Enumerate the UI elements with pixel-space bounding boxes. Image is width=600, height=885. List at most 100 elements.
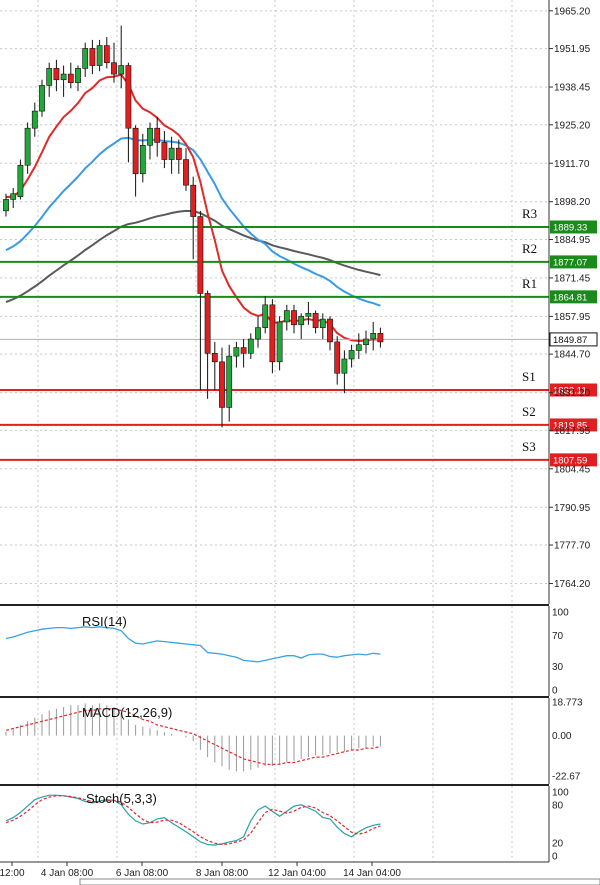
candle-body [348,350,355,360]
current-price-box [549,332,598,347]
candle-body [341,358,348,374]
candle-body [190,184,197,217]
candle-body [111,62,117,75]
candle-body [75,68,81,83]
candle-body [262,304,269,328]
candle-body [154,127,161,143]
candle-body [276,321,283,363]
candle-body [283,310,290,323]
level-price-box [550,255,597,269]
candle-body [240,347,247,354]
level-price-text: 1889.33 [553,222,587,233]
candle-body [175,147,182,160]
level-price-text: 1832.11 [553,386,587,397]
level-label-s3: S3 [522,439,536,454]
level-price-box [550,220,597,234]
level-price-box [550,453,597,467]
candle-body [291,310,297,326]
candle-body [305,313,312,317]
macd-histogram [5,703,381,772]
candle-body [233,347,240,357]
macd-tick-label: -22.67 [552,772,581,783]
candle-body [161,142,168,160]
price-tick-label: 1831.20 [554,388,591,399]
price-tick-label: 1951.95 [554,44,591,55]
candle-body [125,65,132,129]
time-tick-label: 6 Jan 08:00 [116,868,169,879]
candle-body [204,293,211,354]
rsi-label: RSI(14) [82,614,127,629]
stoch-tick-label: 80 [552,800,564,811]
candle-body [377,333,384,343]
level-label-r2: R2 [522,241,537,256]
level-price-box [550,290,597,304]
price-tick-label: 1871.45 [554,273,591,284]
panel-frames [0,604,550,862]
candle-body [226,355,233,408]
level-label-r3: R3 [522,206,537,221]
candle-body [327,318,333,343]
candle-body [355,344,362,351]
candle-body [132,127,139,175]
rsi-tick-label: 100 [552,608,569,619]
rsi-tick-label: 70 [552,631,564,642]
scrollbar-track [79,878,600,885]
candle-body [3,199,9,212]
ma-mid-line [5,136,381,307]
candle-body [24,127,31,166]
candle-body [82,48,89,69]
candle-body [60,73,67,81]
candle-body [39,85,45,112]
price-tick-label: 1938.45 [554,83,591,94]
macd-tick-label: 18.773 [552,697,583,708]
level-label-s2: S2 [522,404,536,419]
candle-body [168,147,175,160]
rsi-tick-label: 30 [552,662,564,673]
price-tick-label: 1857.95 [554,312,591,323]
time-axis: 12:00 4 Jan 08:00 6 Jan 08:00 8 Jan 08:00 12… [0,861,600,885]
candle-body [363,338,369,346]
candle-body [312,313,319,328]
level-price-text: 1864.81 [553,292,587,303]
candle-body [17,164,24,197]
time-tick-label: 12:00 [0,868,25,879]
price-tick-label: 1925.20 [554,120,591,131]
price-tick-label: 1804.45 [554,464,591,475]
candle-body [219,361,225,408]
price-tick-label: 1898.20 [554,197,591,208]
candle-body [211,352,218,363]
macd-signal-line [5,708,381,765]
macd-label: MACD(12,26,9) [82,705,172,720]
pivot-levels: R3 1889.33 R2 1877.07 R1 1864.81 S1 1832.11 S2 18… [0,206,598,467]
candle-body [103,45,110,63]
rsi-tick-label: 0 [552,686,558,697]
candle-body [118,65,125,75]
stoch-label: Stoch(5,3,3) [86,791,157,806]
candle-body [89,48,96,66]
level-label-s1: S1 [522,369,536,384]
price-tick-label: 1790.95 [554,503,591,514]
macd-panel: MACD(12,26,9) 18.773 0.00 -22.67 [5,697,583,783]
grid [0,0,549,862]
rsi-panel: RSI(14) 100 70 30 0 [5,608,569,697]
candle-body [183,159,189,186]
time-tick-label: 12 Jan 04:00 [268,868,326,879]
level-price-text: 1877.07 [553,257,587,268]
price-tick-label: 1764.20 [554,579,591,590]
time-tick-label: 4 Jan 08:00 [41,868,94,879]
candle-body [10,193,17,200]
candle-body [139,145,146,175]
price-tick-label: 1817.95 [554,426,591,437]
macd-tick-label: 0.00 [552,731,572,742]
candle-body [319,318,326,328]
level-price-text: 1819.85 [553,420,587,431]
rsi-line [5,626,381,663]
level-label-r1: R1 [522,276,537,291]
candle-body [53,68,60,81]
current-price-text: 1849.87 [553,335,587,346]
price-axis: 1965.20 1951.95 1938.45 1925.20 1911.70 1898.… [548,0,591,604]
candle-body [96,45,103,66]
